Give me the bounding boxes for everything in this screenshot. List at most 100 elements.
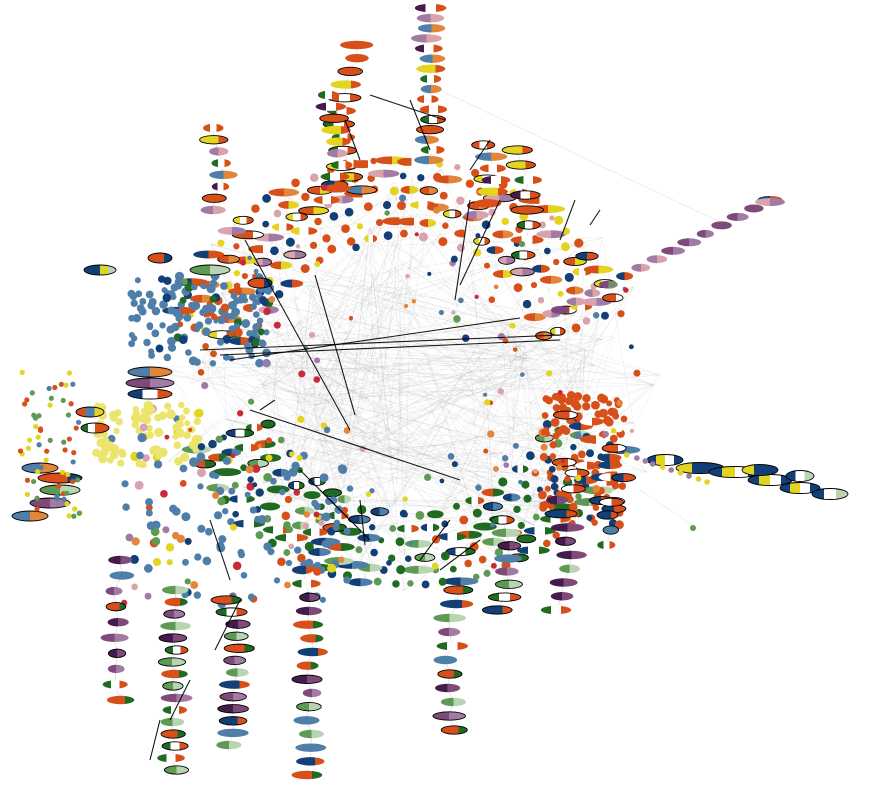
edge — [233, 223, 594, 488]
node — [247, 277, 273, 289]
edge — [311, 384, 654, 396]
node — [370, 548, 378, 557]
edge — [270, 487, 576, 524]
node — [313, 376, 321, 383]
node — [404, 539, 432, 548]
node — [440, 725, 468, 735]
edge — [288, 348, 585, 445]
node — [58, 381, 65, 387]
node — [583, 265, 614, 274]
node — [211, 182, 230, 191]
node — [217, 239, 225, 247]
node — [454, 163, 461, 171]
edge — [551, 370, 620, 415]
node — [400, 185, 419, 194]
node — [493, 466, 499, 472]
node — [208, 439, 217, 449]
edge — [318, 240, 395, 397]
node — [388, 554, 396, 562]
highlighted-edge — [319, 489, 351, 521]
node — [544, 509, 578, 519]
node — [370, 507, 390, 517]
node — [175, 315, 182, 322]
node — [26, 437, 33, 443]
edge — [270, 193, 468, 488]
edge — [389, 304, 593, 508]
node — [173, 441, 182, 450]
edge — [569, 318, 599, 393]
node — [298, 370, 306, 378]
node — [251, 337, 261, 347]
edge — [314, 304, 593, 406]
node — [202, 556, 212, 566]
edge — [261, 273, 373, 385]
node — [179, 480, 187, 487]
edge — [228, 339, 603, 432]
node — [129, 554, 139, 564]
node — [447, 453, 455, 460]
highlighted-edge — [169, 679, 191, 721]
edge — [394, 340, 481, 501]
node — [516, 534, 537, 544]
node — [184, 537, 192, 545]
node — [217, 317, 225, 325]
node — [164, 402, 172, 410]
node — [197, 524, 206, 533]
node — [417, 95, 439, 104]
edge — [307, 284, 526, 347]
node — [157, 275, 166, 283]
node — [340, 40, 374, 50]
node — [209, 471, 216, 478]
node — [477, 187, 508, 196]
node — [64, 501, 70, 507]
node — [364, 234, 378, 243]
node — [182, 558, 189, 566]
node — [261, 299, 269, 307]
edge — [346, 331, 530, 362]
edge — [383, 452, 503, 456]
node — [285, 559, 293, 567]
node — [122, 503, 130, 511]
node — [283, 250, 307, 260]
node — [308, 548, 331, 557]
node — [614, 424, 623, 433]
edge — [366, 287, 509, 325]
node — [146, 424, 153, 432]
node — [148, 348, 155, 355]
node — [513, 505, 521, 514]
node — [510, 205, 545, 215]
node — [143, 338, 151, 347]
node — [367, 169, 400, 178]
node — [438, 577, 447, 586]
node — [227, 518, 235, 526]
node — [170, 293, 177, 301]
node — [322, 234, 331, 243]
node — [481, 175, 511, 185]
node — [332, 524, 340, 531]
node — [473, 236, 491, 246]
edge — [241, 364, 582, 515]
edge — [349, 246, 369, 425]
node — [280, 279, 304, 288]
node — [218, 535, 227, 544]
node — [43, 457, 49, 463]
node — [160, 621, 192, 631]
node — [115, 418, 123, 426]
edge — [297, 306, 393, 403]
edge — [267, 454, 346, 507]
edge — [168, 374, 312, 396]
edge — [360, 302, 487, 381]
node — [623, 287, 629, 293]
node — [472, 508, 482, 518]
node — [220, 303, 230, 313]
node — [240, 571, 248, 579]
node — [352, 243, 360, 252]
node — [247, 476, 254, 483]
node — [556, 550, 587, 560]
node — [571, 323, 581, 333]
node — [566, 391, 576, 400]
node — [483, 448, 489, 454]
node — [37, 426, 44, 432]
node — [629, 428, 635, 434]
node — [34, 495, 40, 501]
